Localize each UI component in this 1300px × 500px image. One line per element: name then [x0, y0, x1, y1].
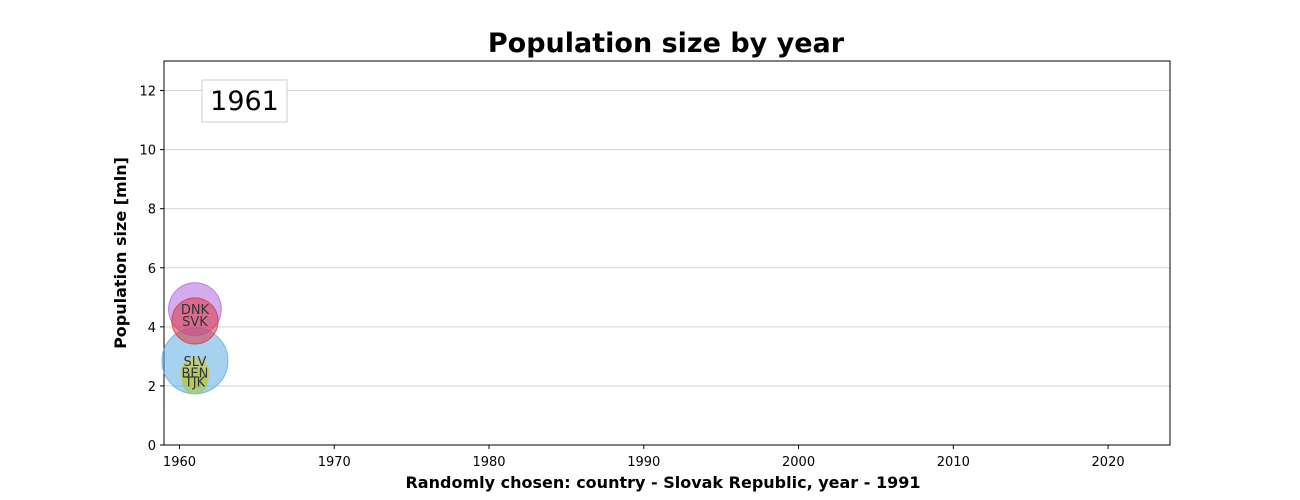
y-tick-label: 0 [148, 439, 156, 454]
y-tick-label: 6 [148, 262, 156, 277]
x-tick-label: 1960 [163, 455, 196, 470]
year-annotation: 1961 [210, 86, 279, 117]
bubble-label-svk: SVK [182, 315, 208, 330]
bubbles [161, 282, 229, 395]
y-tick-label: 10 [139, 144, 156, 159]
grid-lines [164, 90, 1170, 387]
x-tick-label: 1980 [472, 455, 505, 470]
bubble-label-ben: BEN [182, 367, 209, 382]
year-box [201, 79, 288, 123]
plot-frame [163, 60, 1171, 446]
bubble-svk [171, 297, 219, 345]
x-tick-label: 1990 [627, 455, 660, 470]
y-axis-ticks: 0 2 4 6 8 10 12 [139, 85, 164, 454]
x-tick-label: 2010 [937, 455, 970, 470]
bubble-label-tjk: TJK [184, 375, 206, 390]
y-tick-label: 8 [148, 203, 156, 218]
x-tick-label: 2020 [1092, 455, 1125, 470]
y-tick-label: 12 [139, 85, 156, 100]
x-axis-label: Randomly chosen: country - Slovak Republ… [405, 473, 920, 492]
x-tick-label: 1970 [318, 455, 351, 470]
bubble-label-slv: SLV [183, 355, 206, 370]
bubble-tjk [182, 368, 208, 395]
y-tick-label: 2 [148, 380, 156, 395]
x-axis-ticks: 1960 1970 1980 1990 2000 2010 2020 [163, 445, 1125, 470]
y-axis-label: Population size [mln] [111, 157, 130, 349]
chart-title: Population size by year [488, 28, 845, 59]
bubble-label-dnk: DNK [181, 303, 210, 318]
y-tick-label: 4 [148, 321, 156, 336]
x-tick-label: 2000 [782, 455, 815, 470]
